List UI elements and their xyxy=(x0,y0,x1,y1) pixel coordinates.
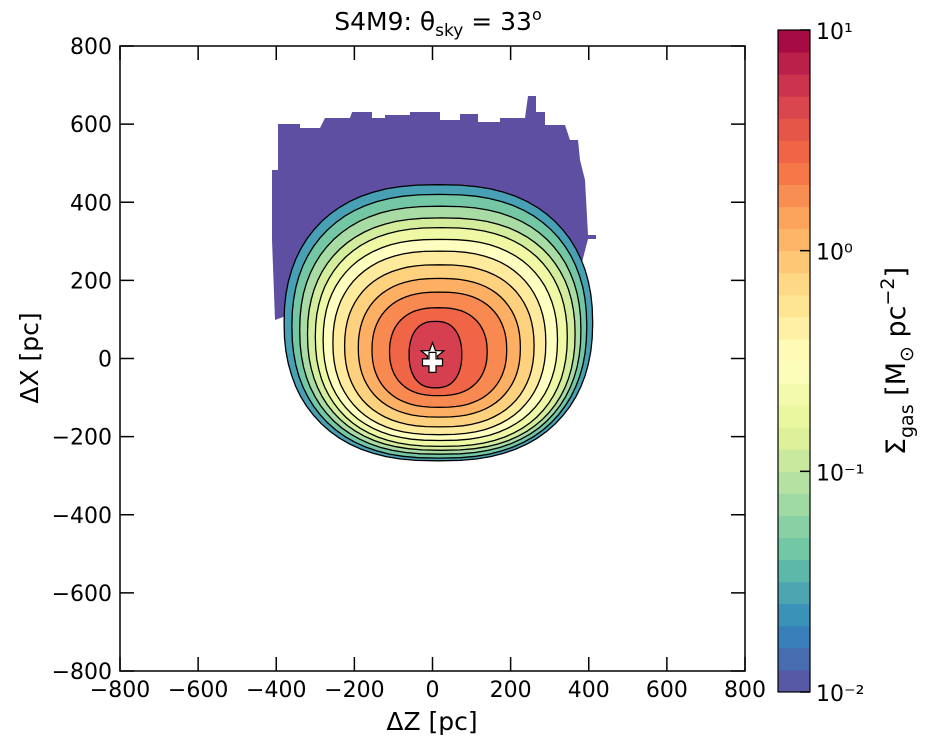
colorbar-band xyxy=(778,118,810,141)
colorbar-band xyxy=(778,140,810,163)
colorbar-band xyxy=(778,427,810,450)
title-text: = 33 xyxy=(463,7,532,36)
colorbar-band xyxy=(778,52,810,75)
colorbar-band xyxy=(778,383,810,406)
colorbar-band xyxy=(778,74,810,97)
cbar-text: Σ xyxy=(881,438,912,455)
cbar-sub: gas xyxy=(896,404,918,438)
colorbar-band xyxy=(778,162,810,185)
x-tick-label: −200 xyxy=(324,678,384,703)
cbar-sub: ⊙ xyxy=(896,346,918,362)
colorbar-band xyxy=(778,338,810,362)
title-sub: sky xyxy=(435,21,463,41)
colorbar-band xyxy=(778,405,810,428)
colorbar-band xyxy=(778,316,810,340)
colorbar-band xyxy=(778,603,810,627)
colorbar-band xyxy=(778,250,810,274)
y-tick-label: −600 xyxy=(52,582,112,607)
colorbar-band xyxy=(778,647,810,671)
colorbar-band xyxy=(778,272,810,296)
x-tick-label: 200 xyxy=(490,678,532,703)
colorbar-band xyxy=(778,96,810,119)
colorbar-tick-label: 10¹ xyxy=(816,20,853,45)
colorbar-band xyxy=(778,625,810,649)
colorbar-band xyxy=(778,184,810,208)
colorbar-band xyxy=(778,228,810,252)
x-tick-label: −800 xyxy=(90,678,150,703)
x-tick-label: 0 xyxy=(426,678,440,703)
chart-title: S4M9: θsky = 33o xyxy=(334,5,542,41)
x-tick-label: 600 xyxy=(646,678,688,703)
y-tick-label: −400 xyxy=(52,504,112,529)
colorbar-band xyxy=(778,206,810,230)
colorbar-band xyxy=(778,493,810,516)
colorbar-band xyxy=(778,515,810,539)
colorbar-band xyxy=(778,471,810,494)
cbar-sup: −2 xyxy=(877,277,899,305)
marker-plus xyxy=(421,351,444,374)
cbar-text: pc xyxy=(881,305,912,346)
y-tick-label: −200 xyxy=(52,426,112,451)
colorbar-band xyxy=(778,669,810,693)
colorbar-band xyxy=(778,537,810,561)
y-tick-label: 0 xyxy=(98,348,112,373)
x-tick-label: −600 xyxy=(168,678,228,703)
cbar-text: [M xyxy=(881,362,912,404)
colorbar-band xyxy=(778,30,810,53)
colorbar-tick-label: 10⁻² xyxy=(816,682,864,707)
colorbar-band xyxy=(778,559,810,583)
colorbar-band xyxy=(778,361,810,384)
colorbar-label: Σgas [M⊙ pc−2] xyxy=(877,267,918,455)
y-tick-label: 600 xyxy=(70,113,112,138)
colorbar-band xyxy=(778,581,810,605)
colorbar-band xyxy=(778,449,810,472)
cbar-text: ] xyxy=(881,267,912,278)
y-axis-label: ΔX [pc] xyxy=(15,312,44,403)
x-axis-label: ΔZ [pc] xyxy=(386,707,477,736)
title-text: S4M9: θ xyxy=(334,7,435,36)
x-tick-label: 400 xyxy=(568,678,610,703)
colorbar-tick-label: 10⁻¹ xyxy=(816,461,864,486)
colorbar-tick-label: 10⁰ xyxy=(816,241,853,266)
y-tick-label: −800 xyxy=(52,660,112,685)
x-tick-label: −400 xyxy=(246,678,306,703)
colorbar-band xyxy=(778,294,810,318)
colorbar-frame xyxy=(777,29,811,693)
y-tick-label: 400 xyxy=(70,191,112,216)
y-tick-label: 800 xyxy=(70,35,112,60)
title-sup: o xyxy=(532,5,542,24)
x-tick-label: 800 xyxy=(724,678,766,703)
y-tick-label: 200 xyxy=(70,269,112,294)
